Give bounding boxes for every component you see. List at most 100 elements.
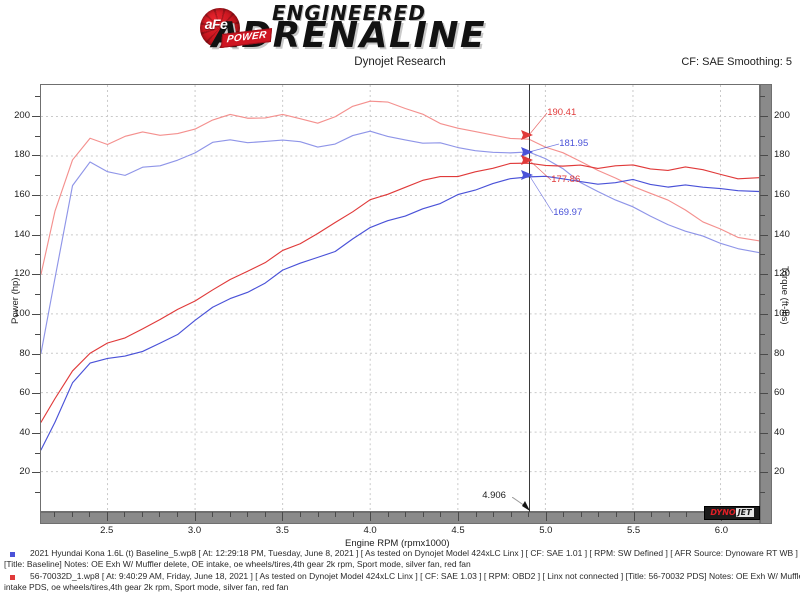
y-axis-left-tick — [32, 313, 40, 315]
y-axis-left-minor-tick — [35, 492, 40, 494]
y-axis-right-tick-label: 120 — [774, 268, 790, 280]
plot-curves — [41, 100, 759, 451]
chart-subtitle: Dynojet Research — [354, 56, 446, 68]
y-axis-right-tick-label: 160 — [774, 189, 790, 200]
x-axis-tick-label: 5.5 — [626, 525, 641, 536]
y-axis-left-title: Power (hp) — [10, 277, 21, 324]
x-axis-minor-tick — [668, 512, 670, 517]
annotation-leader-icon — [528, 112, 548, 135]
y-axis-left-tick-label: 40 — [19, 426, 30, 438]
cursor-leader-arrow-icon — [512, 497, 531, 511]
y-axis-right-tick-label: 40 — [774, 426, 785, 438]
y-axis-right-tick — [760, 274, 768, 276]
annotation-leader-icon — [528, 175, 554, 214]
x-axis-minor-tick — [598, 512, 600, 517]
y-axis-left-tick-label: 200 — [14, 109, 30, 121]
x-axis-minor-tick — [475, 512, 477, 517]
x-axis-tick — [370, 512, 372, 521]
y-axis-left-minor-tick — [35, 175, 40, 177]
y-axis-left-minor-tick — [35, 373, 40, 375]
x-axis-minor-tick — [89, 512, 91, 517]
y-axis-right-minor-tick — [760, 412, 765, 414]
y-axis-right-minor-tick — [760, 333, 765, 335]
y-axis-left-tick — [32, 353, 40, 355]
y-axis-left-tick-label: 60 — [19, 387, 30, 399]
x-axis-minor-tick — [422, 512, 424, 517]
x-axis-title: Engine RPM (rpmx1000) — [345, 538, 450, 549]
y-axis-left-minor-tick — [35, 452, 40, 454]
legend-bullet-icon — [10, 575, 15, 580]
x-axis-tick-label: 4.0 — [363, 525, 377, 536]
x-axis-minor-tick — [177, 512, 178, 517]
legend-line-1: 56-70032D_1.wp8 [ At: 9:40:29 AM, Friday… — [30, 571, 800, 581]
x-axis-minor-tick — [545, 512, 547, 517]
y-axis-right-minor-tick — [760, 452, 765, 454]
y-axis-right-minor-tick — [760, 175, 765, 177]
y-axis-right-tick — [760, 155, 768, 157]
y-axis-right-tick-label: 60 — [774, 387, 785, 399]
x-axis-minor-tick — [212, 512, 214, 517]
y-axis-right-minor-tick — [760, 95, 765, 97]
annotation-leader-icon — [528, 159, 552, 180]
y-axis-left-tick-label: 80 — [19, 347, 30, 359]
x-axis-minor-tick — [686, 512, 688, 517]
y-axis-left-tick — [32, 472, 40, 474]
x-axis-minor-tick — [352, 512, 354, 517]
x-axis-minor-tick — [299, 512, 301, 517]
legend-line-1: 2021 Hyundai Kona 1.6L (t) Baseline_5.wp… — [30, 548, 800, 558]
x-axis-tick-label: 5.0 — [539, 525, 553, 536]
y-axis-left-minor-tick — [35, 294, 40, 295]
y-axis-left-minor-tick — [35, 214, 40, 216]
y-axis-right-tick — [760, 472, 768, 474]
x-axis-minor-tick — [493, 512, 495, 517]
x-axis-minor-tick — [440, 512, 442, 517]
x-axis-tick-label: 4.5 — [451, 525, 465, 536]
y-axis-right-tick — [760, 195, 768, 196]
x-axis-minor-tick — [405, 512, 407, 517]
y-axis-left-tick — [32, 432, 40, 434]
dynojet-badge-jet: JET — [735, 508, 754, 517]
legend-line-2: intake PDS, oe wheels/tires,4th gear 2k … — [4, 582, 289, 592]
y-axis-left-tick-label: 180 — [14, 149, 30, 161]
y-axis-left-tick-label: 120 — [14, 268, 30, 280]
x-axis-minor-tick — [124, 512, 126, 517]
x-axis-tick — [282, 512, 284, 521]
x-axis-tick-label: 6.0 — [714, 525, 728, 536]
y-axis-left-tick — [32, 274, 40, 276]
y-axis-left-minor-tick — [35, 95, 40, 97]
annotation-value-label: 190.41 — [547, 106, 577, 118]
y-axis-left-tick — [32, 234, 40, 236]
afe-wordmark: aFe — [204, 16, 228, 32]
x-axis-minor-tick — [528, 512, 530, 517]
y-axis-right-minor-tick — [760, 492, 765, 494]
y-axis-left-minor-tick — [35, 254, 40, 256]
x-axis-minor-tick — [387, 512, 389, 517]
y-axis-right-title: Torque (ft-lbs) — [779, 266, 790, 325]
y-axis-right-tick-label: 100 — [774, 307, 790, 319]
y-axis-left-minor-tick — [35, 412, 40, 414]
y-axis-left-tick — [32, 155, 40, 157]
x-axis-minor-tick — [580, 512, 582, 517]
y-axis-right-tick-label: 80 — [774, 347, 785, 359]
annotation-leader-icon — [529, 143, 560, 152]
y-axis-left-minor-tick — [35, 135, 40, 137]
x-axis-minor-tick — [651, 512, 653, 517]
y-axis-left-minor-tick — [35, 333, 40, 335]
x-axis-minor-tick — [141, 512, 143, 517]
x-axis-minor-tick — [510, 512, 512, 517]
x-axis-minor-tick — [616, 512, 617, 517]
x-axis-minor-tick — [54, 512, 55, 517]
y-axis-right-minor-tick — [760, 135, 765, 137]
correction-factor-label: CF: SAE Smoothing: 5 — [681, 56, 792, 68]
y-axis-right-tick — [760, 393, 768, 395]
y-axis-right-minor-tick — [760, 254, 765, 256]
annotation-value-label: 181.95 — [559, 137, 589, 149]
y-axis-right-tick-label: 180 — [774, 149, 790, 161]
y-axis-right-tick — [760, 353, 768, 355]
legend-line-2: [Title: Baseline] Notes: OE Exh W/ Muffl… — [4, 559, 471, 569]
cursor-line[interactable] — [529, 84, 531, 512]
x-axis-minor-tick — [229, 512, 231, 517]
x-axis-tick — [458, 512, 459, 521]
y-axis-right-tick — [760, 432, 768, 434]
